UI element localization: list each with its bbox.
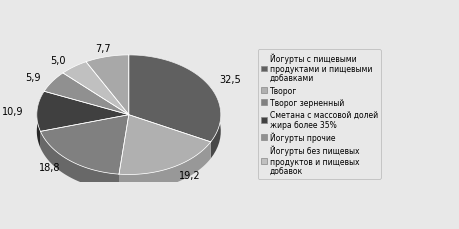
Polygon shape bbox=[40, 132, 119, 191]
Polygon shape bbox=[86, 56, 129, 115]
Text: 32,5: 32,5 bbox=[218, 74, 240, 85]
Polygon shape bbox=[119, 142, 210, 191]
Text: 5,0: 5,0 bbox=[50, 55, 65, 65]
Text: 19,2: 19,2 bbox=[179, 170, 201, 180]
Polygon shape bbox=[37, 92, 44, 148]
Polygon shape bbox=[129, 56, 220, 159]
Text: 5,9: 5,9 bbox=[25, 72, 41, 82]
Legend: Йогурты с пищевыми
продуктами и пищевыми
добавками, Творог, Творог зерненный, См: Йогурты с пищевыми продуктами и пищевыми… bbox=[257, 50, 380, 179]
Polygon shape bbox=[44, 74, 129, 115]
Polygon shape bbox=[37, 92, 129, 132]
Polygon shape bbox=[40, 115, 129, 174]
Text: 7,7: 7,7 bbox=[95, 44, 111, 54]
Text: 18,8: 18,8 bbox=[39, 163, 61, 173]
Text: 10,9: 10,9 bbox=[2, 106, 23, 116]
Polygon shape bbox=[63, 63, 129, 115]
Polygon shape bbox=[129, 56, 220, 142]
Polygon shape bbox=[119, 115, 210, 175]
